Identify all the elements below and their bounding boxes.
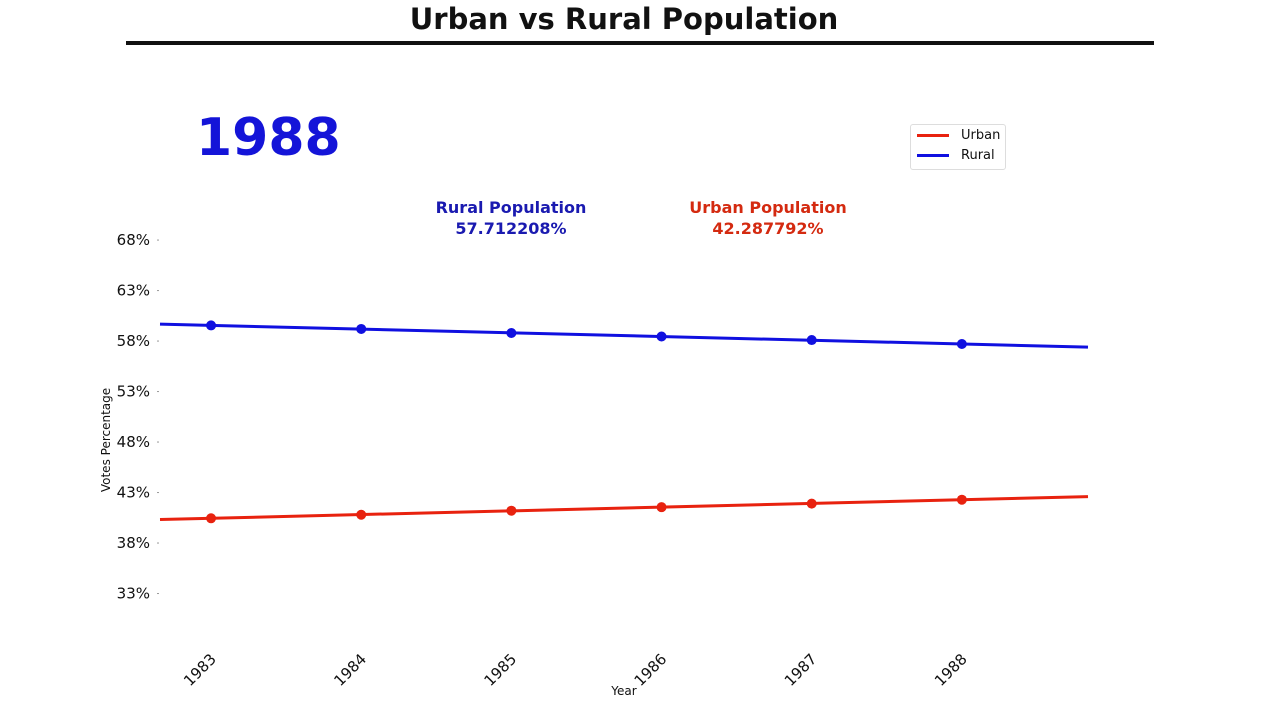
data-point-rural — [806, 335, 817, 346]
title-underline — [126, 41, 1154, 45]
current-year-label: 1988 — [196, 108, 341, 168]
rural-annotation-value: 57.712208% — [455, 219, 567, 238]
chart-title: Urban vs Rural Population — [409, 2, 839, 36]
urban-annotation-label: Urban Population — [689, 198, 847, 217]
data-point-rural — [656, 331, 667, 342]
y-tick-label: 33% — [117, 585, 150, 603]
urban-annotation: Urban Population 42.287792% — [638, 197, 898, 239]
y-tick-label: 68% — [117, 231, 150, 249]
y-tick-label: 38% — [117, 534, 150, 552]
data-point-urban — [206, 513, 217, 524]
legend-item-rural: Rural — [917, 148, 995, 163]
y-tick-label: 53% — [117, 383, 150, 401]
data-point-rural — [356, 323, 367, 334]
series-line-rural — [159, 322, 1089, 349]
data-point-rural — [956, 338, 967, 349]
legend-item-urban: Urban — [917, 128, 1000, 143]
data-point-rural — [206, 320, 217, 331]
x-tick-label: 1988 — [931, 650, 971, 690]
data-point-urban — [356, 509, 367, 520]
y-axis-label: Votes Percentage — [99, 388, 113, 492]
y-tick-label: 58% — [117, 332, 150, 350]
rural-annotation: Rural Population 57.712208% — [381, 197, 641, 239]
data-point-urban — [956, 494, 967, 505]
x-axis-label: Year — [610, 684, 636, 698]
legend-swatch-urban — [917, 134, 949, 137]
legend-label-urban: Urban — [961, 128, 1001, 143]
data-point-rural — [506, 327, 517, 338]
legend-label-rural: Rural — [961, 148, 995, 163]
data-point-urban — [506, 505, 517, 516]
y-tick-label: 43% — [117, 484, 150, 502]
x-tick-label: 1983 — [180, 650, 220, 690]
legend-swatch-rural — [917, 154, 949, 157]
urban-annotation-value: 42.287792% — [712, 219, 824, 238]
series-line-urban — [159, 495, 1089, 522]
x-tick-label: 1984 — [330, 650, 370, 690]
y-tick-label: 48% — [117, 433, 150, 451]
rural-annotation-label: Rural Population — [435, 198, 587, 217]
legend: Urban Rural — [910, 124, 1006, 170]
x-tick-label: 1987 — [781, 650, 821, 690]
data-point-urban — [806, 498, 817, 509]
y-tick-label: 63% — [117, 282, 150, 300]
data-point-urban — [656, 502, 667, 513]
x-tick-label: 1985 — [480, 650, 520, 690]
